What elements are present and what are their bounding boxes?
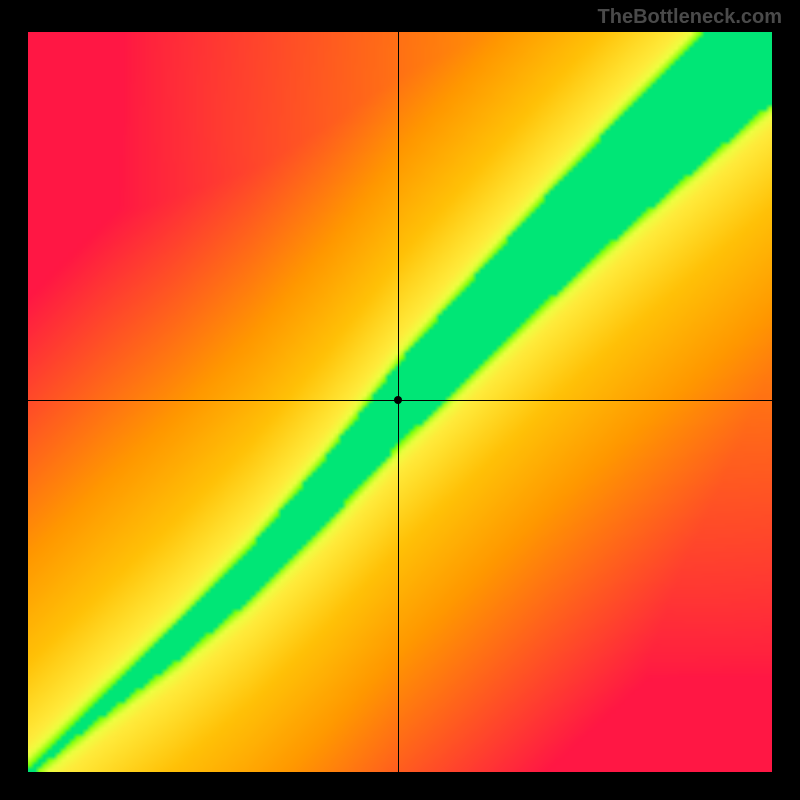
heatmap-plot	[28, 32, 772, 772]
watermark-text: TheBottleneck.com	[598, 6, 782, 29]
crosshair-marker	[394, 396, 402, 404]
